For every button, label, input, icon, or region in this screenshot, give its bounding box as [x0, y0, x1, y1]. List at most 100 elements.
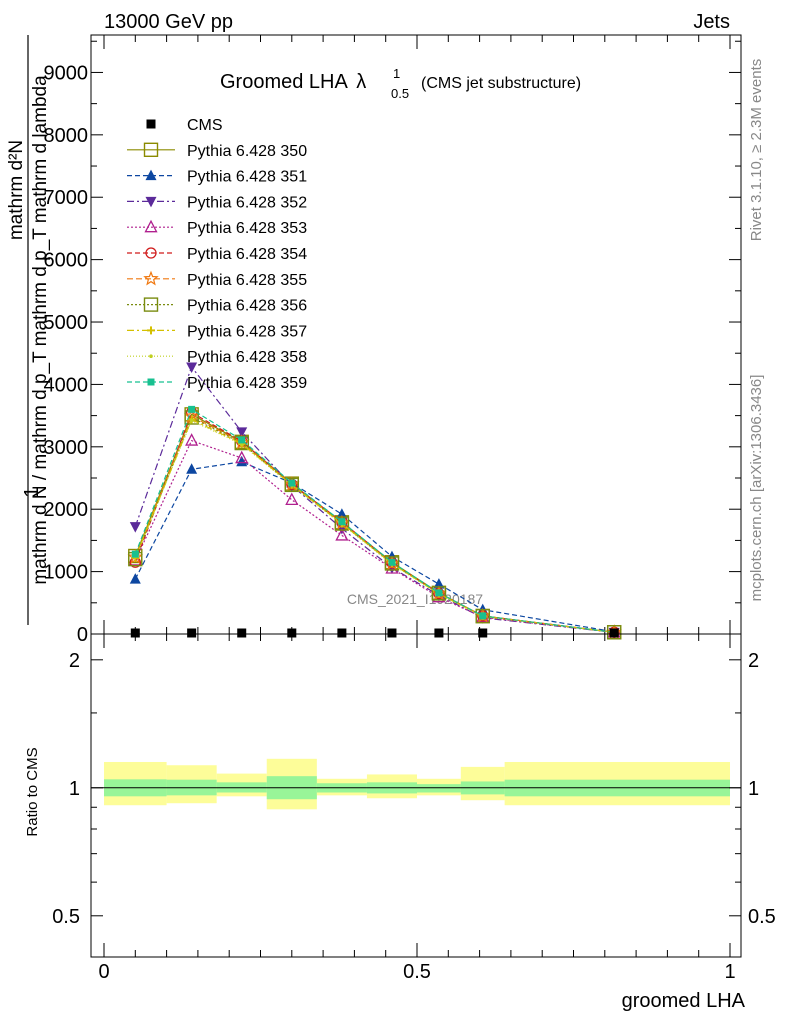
legend: CMS Pythia 6.428 350 Pythia 6.428 351 Pythi…: [127, 117, 307, 392]
plot-title: Groomed LHA λ 1 0.5 (CMS jet substructur…: [220, 66, 581, 101]
data-point-marker: [185, 433, 199, 446]
y-tick-label: 2000: [44, 499, 89, 521]
title-lambda: λ: [356, 71, 366, 93]
data-point-marker: [478, 628, 488, 638]
data-point-marker: [129, 573, 141, 584]
legend-entry-2: Pythia 6.428 351: [127, 169, 307, 186]
x-tick-label: 1: [724, 961, 735, 983]
data-point-marker: [149, 354, 153, 359]
series-2: [129, 455, 620, 637]
legend-label: Pythia 6.428 359: [187, 375, 307, 392]
x-axis-label: groomed LHA: [622, 990, 746, 1012]
cms-data-points: [130, 628, 619, 638]
title-note: (CMS jet substructure): [421, 75, 581, 92]
legend-entry-4: Pythia 6.428 353: [127, 219, 307, 237]
data-point-marker: [334, 516, 350, 531]
y-tick-label: 9000: [44, 62, 89, 84]
legend-label: Pythia 6.428 350: [187, 143, 307, 160]
data-point-marker: [238, 436, 246, 444]
series-line: [134, 439, 615, 633]
data-point-marker: [388, 558, 396, 566]
header-process-label: 13000 GeV pp: [104, 11, 233, 33]
legend-entry-10: Pythia 6.428 359: [127, 375, 307, 392]
series-line: [134, 408, 615, 633]
data-point-marker: [188, 405, 196, 413]
data-point-marker: [143, 270, 159, 286]
ratio-y-tick-label-right: 1: [748, 778, 759, 800]
data-point-marker: [236, 455, 248, 467]
legend-entry-8: Pythia 6.428 357: [127, 323, 307, 340]
ratio-uncertainty-bands: [104, 758, 730, 810]
y-tick-label: 0: [77, 624, 88, 646]
rivet-version-label: Rivet 3.1.10, ≥ 2.3M events: [748, 59, 765, 242]
data-point-marker: [338, 518, 346, 526]
legend-label: Pythia 6.428 354: [187, 246, 307, 263]
data-point-marker: [130, 628, 140, 638]
legend-entry-1: Pythia 6.428 350: [127, 142, 307, 160]
mcplots-label: mcplots.cern.ch [arXiv:1306.3436]: [748, 375, 765, 602]
header-category-label: Jets: [693, 11, 730, 33]
data-point-marker: [186, 463, 198, 474]
watermark-label: CMS_2021_I1920187: [347, 591, 483, 607]
data-point-marker: [143, 297, 159, 312]
ylabel-denominator: mathrm d N / mathrm d p_T mathrm d p_T m…: [30, 75, 51, 585]
data-point-marker: [606, 625, 622, 640]
legend-entry-3: Pythia 6.428 352: [127, 194, 307, 211]
ratio-y-axis: 0.5 0.5 1 1 2 2: [52, 650, 776, 928]
title-main: Groomed LHA: [220, 71, 348, 93]
legend-label: Pythia 6.428 353: [187, 220, 307, 237]
y-tick-label: 6000: [44, 250, 89, 272]
legend-entry-9: Pythia 6.428 358: [127, 349, 307, 366]
data-point-marker: [236, 427, 248, 438]
legend-label: Pythia 6.428 356: [187, 298, 307, 315]
series-line: [134, 461, 615, 633]
data-point-marker: [435, 589, 443, 597]
data-point-marker: [287, 628, 297, 638]
data-point-marker: [384, 556, 400, 571]
title-superscript: 1: [393, 66, 400, 81]
data-point-marker: [143, 142, 159, 158]
y-tick-label: 7000: [44, 187, 89, 209]
data-point-marker: [433, 578, 445, 589]
y-tick-label: 3000: [44, 437, 89, 459]
data-point-marker: [235, 450, 249, 464]
svg-text:Groomed LHA λ: Groomed LHA λ: [220, 71, 366, 93]
legend-label: Pythia 6.428 351: [187, 169, 307, 186]
title-subscript: 0.5: [391, 86, 409, 101]
main-plot-panel: 0 1000 2000 3000 4000 5000 6000 7000 8000 9000 CM…: [44, 34, 742, 646]
data-point-marker: [145, 169, 157, 181]
ratio-y-tick-label: 1: [69, 778, 80, 800]
data-point-marker: [145, 196, 157, 208]
data-point-marker: [434, 628, 444, 638]
data-point-marker: [337, 628, 347, 638]
data-point-marker: [146, 119, 156, 129]
data-point-marker: [284, 477, 299, 493]
data-point-marker: [131, 550, 139, 558]
ylabel-top-line: mathrm d²N: [6, 140, 27, 240]
legend-label: CMS: [187, 117, 223, 134]
data-point-marker: [431, 586, 447, 601]
x-tick-label: 0: [98, 961, 109, 983]
legend-entry-5: Pythia 6.428 354: [127, 246, 307, 263]
ratio-y-tick-label: 2: [69, 650, 80, 672]
y-tick-label: 1000: [44, 562, 89, 584]
main-series-group: [127, 362, 622, 640]
legend-entry-7: Pythia 6.428 356: [127, 297, 307, 315]
y-tick-label: 4000: [44, 374, 89, 396]
legend-label: Pythia 6.428 355: [187, 272, 307, 289]
data-point-marker: [187, 628, 197, 638]
ratio-y-tick-label: 0.5: [52, 906, 80, 928]
main-y-axis-label: 1 mathrm d²N mathrm d N / mathrm d p_T m…: [6, 35, 51, 625]
x-tick-label: 0.5: [403, 961, 431, 983]
legend-label: Pythia 6.428 352: [187, 194, 307, 211]
ratio-y-tick-label-right: 0.5: [748, 906, 776, 928]
data-point-marker: [335, 528, 349, 541]
data-point-marker: [129, 522, 141, 533]
data-point-marker: [479, 612, 487, 620]
data-point-marker: [145, 247, 157, 259]
ratio-x-axis: 0 0.5 1: [98, 634, 736, 983]
ratio-y-axis-label: Ratio to CMS: [24, 747, 41, 836]
ylabel-numerator-one: 1: [21, 486, 43, 497]
data-point-marker: [475, 609, 490, 624]
